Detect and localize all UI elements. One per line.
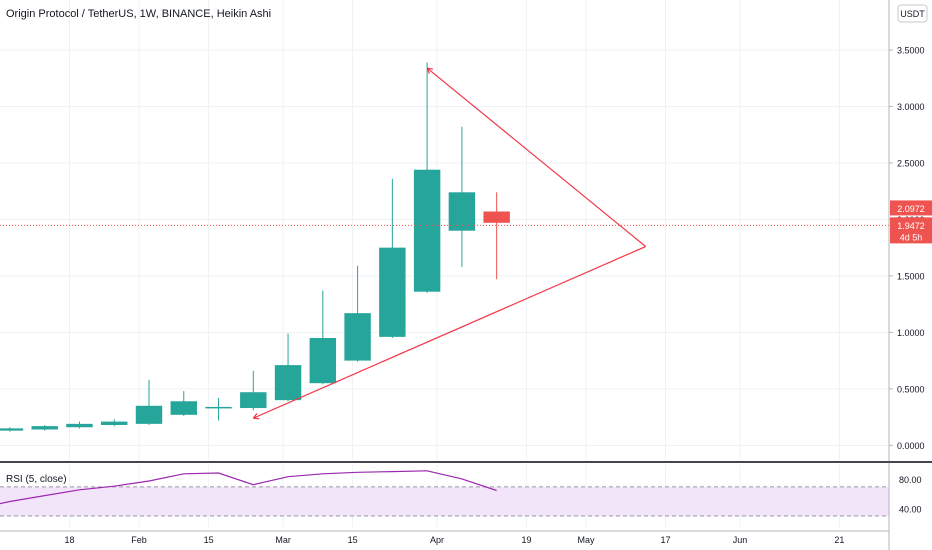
rsi-tick-label: 40.00	[899, 504, 922, 514]
trendline-arrowhead	[426, 67, 430, 74]
candle-body[interactable]	[413, 169, 441, 292]
candle[interactable]	[170, 391, 197, 416]
candle-body[interactable]	[0, 428, 24, 431]
candle[interactable]	[344, 265, 371, 362]
candle-body[interactable]	[101, 421, 128, 425]
candle[interactable]	[101, 419, 128, 427]
trendline-arrowhead	[252, 413, 258, 419]
x-tick-label: 19	[521, 535, 531, 545]
candle-body[interactable]	[170, 401, 197, 415]
candle-body[interactable]	[31, 426, 58, 430]
x-tick-label: 21	[834, 535, 844, 545]
current-price-tag-countdown: 4d 5h	[900, 232, 923, 242]
candle-body[interactable]	[135, 405, 163, 424]
currency-button-label: USDT	[900, 9, 925, 19]
candle-body[interactable]	[309, 338, 337, 384]
trendline-segment[interactable]	[426, 67, 647, 247]
trendline-annotations[interactable]	[252, 67, 647, 420]
y-tick-label: 1.5000	[897, 271, 925, 281]
y-tick-label: 3.0000	[897, 102, 925, 112]
last-price-tag-value: 2.0972	[897, 204, 925, 214]
rsi-band-fill	[0, 486, 889, 517]
x-tick-label: 17	[661, 535, 671, 545]
rsi-line[interactable]	[0, 470, 497, 509]
rsi-label: RSI (5, close)	[6, 474, 67, 485]
current-price-tag-bg	[890, 217, 932, 244]
candle[interactable]	[0, 427, 24, 432]
grid-lines	[0, 0, 889, 527]
last-price-tag: 2.0972	[890, 200, 932, 216]
candle-body[interactable]	[344, 313, 371, 361]
candle-body[interactable]	[483, 211, 510, 223]
trendline-arrowhead	[253, 417, 260, 420]
candle[interactable]	[413, 62, 441, 293]
y-tick-label: 0.5000	[897, 384, 925, 394]
y-tick-label: 0.0000	[897, 441, 925, 451]
currency-button[interactable]: USDT	[897, 4, 928, 23]
candle-body[interactable]	[274, 365, 302, 401]
x-tick-label: May	[578, 535, 596, 545]
x-tick-label: 18	[65, 535, 75, 545]
candle[interactable]	[274, 333, 302, 402]
candle[interactable]	[205, 397, 232, 421]
candle[interactable]	[483, 192, 510, 280]
candle[interactable]	[309, 290, 337, 385]
x-tick-label: 15	[204, 535, 214, 545]
candles-layer[interactable]	[0, 62, 889, 432]
trendline-segment[interactable]	[253, 245, 646, 419]
candle[interactable]	[240, 370, 267, 411]
candle-body[interactable]	[205, 406, 232, 409]
rsi-tick-label: 80.00	[899, 475, 922, 485]
candle[interactable]	[66, 421, 93, 429]
chart-title: Origin Protocol / TetherUS, 1W, BINANCE,…	[6, 8, 271, 20]
candle-body[interactable]	[448, 192, 476, 231]
rsi-pane[interactable]	[0, 470, 889, 517]
x-tick-label: Apr	[430, 535, 444, 545]
x-tick-label: Jun	[733, 535, 748, 545]
candle[interactable]	[135, 379, 163, 425]
candle-body[interactable]	[240, 392, 267, 409]
candle-body[interactable]	[66, 423, 93, 428]
trendline[interactable]	[252, 245, 646, 420]
candle[interactable]	[379, 178, 406, 339]
current-price-tag-value: 1.9472	[897, 221, 925, 231]
y-tick-label: 3.5000	[897, 45, 925, 55]
x-tick-label: 15	[348, 535, 358, 545]
trendline-arrowhead	[427, 67, 434, 70]
x-tick-label: Feb	[131, 535, 147, 545]
trendline[interactable]	[426, 67, 647, 247]
candle[interactable]	[448, 126, 476, 267]
y-tick-label: 2.5000	[897, 158, 925, 168]
candle-body[interactable]	[379, 247, 406, 337]
x-tick-label: Mar	[275, 535, 291, 545]
last-price-tag-bg	[890, 200, 932, 216]
candle[interactable]	[31, 424, 58, 431]
y-tick-label: 1.0000	[897, 328, 925, 338]
